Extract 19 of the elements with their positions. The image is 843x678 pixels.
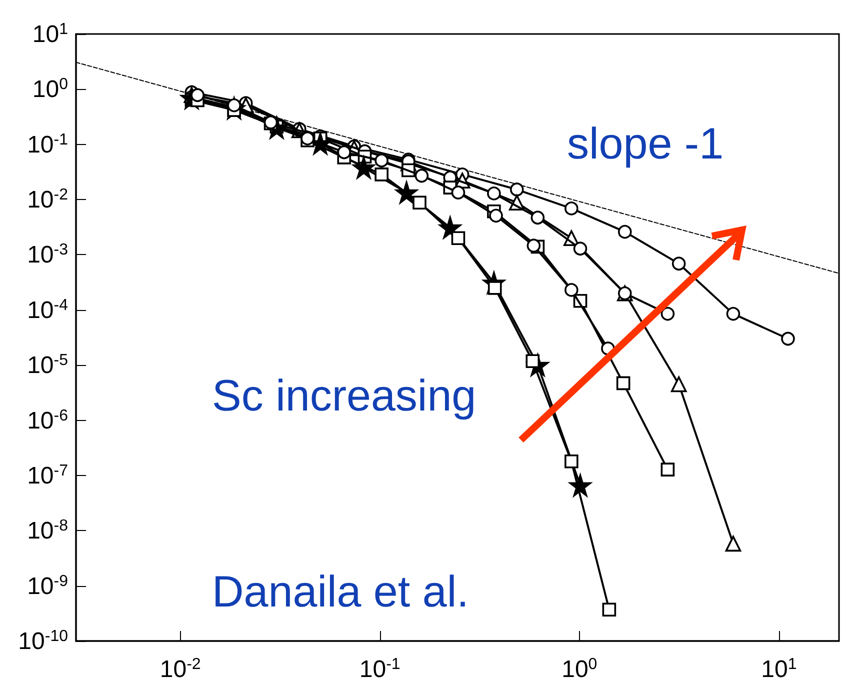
x-tick-label: 10$^{-2}$	[160, 656, 201, 678]
y-tick-label: 10$^{-10}$	[18, 628, 68, 655]
y-tick-label: 10$^{-6}$	[27, 406, 68, 434]
y-tick-label: 10$^{-5}$	[27, 352, 68, 380]
y-tick-label: 10$^{1}$	[32, 20, 68, 48]
y-tick-label: 10$^{-3}$	[27, 241, 68, 269]
y-tick-label: 10$^{-8}$	[27, 517, 68, 545]
y-tick-label: 10$^{-2}$	[27, 186, 68, 214]
y-tick-label: 10$^{-7}$	[27, 462, 68, 490]
x-tick-label: 10$^{1}$	[761, 656, 797, 678]
y-tick-label: 10$^{-1}$	[27, 130, 68, 158]
y-tick-label: 10$^{-9}$	[27, 572, 68, 600]
y-tick-label: 10$^{0}$	[32, 76, 68, 104]
y-tick-label: 10$^{-4}$	[27, 296, 68, 324]
annotation: slope -1	[567, 120, 724, 168]
annotation: Sc increasing	[212, 372, 476, 420]
annotation: Danaila et al.	[212, 568, 469, 616]
x-tick-label: 10$^{0}$	[562, 656, 598, 678]
x-tick-label: 10$^{-1}$	[359, 656, 400, 678]
